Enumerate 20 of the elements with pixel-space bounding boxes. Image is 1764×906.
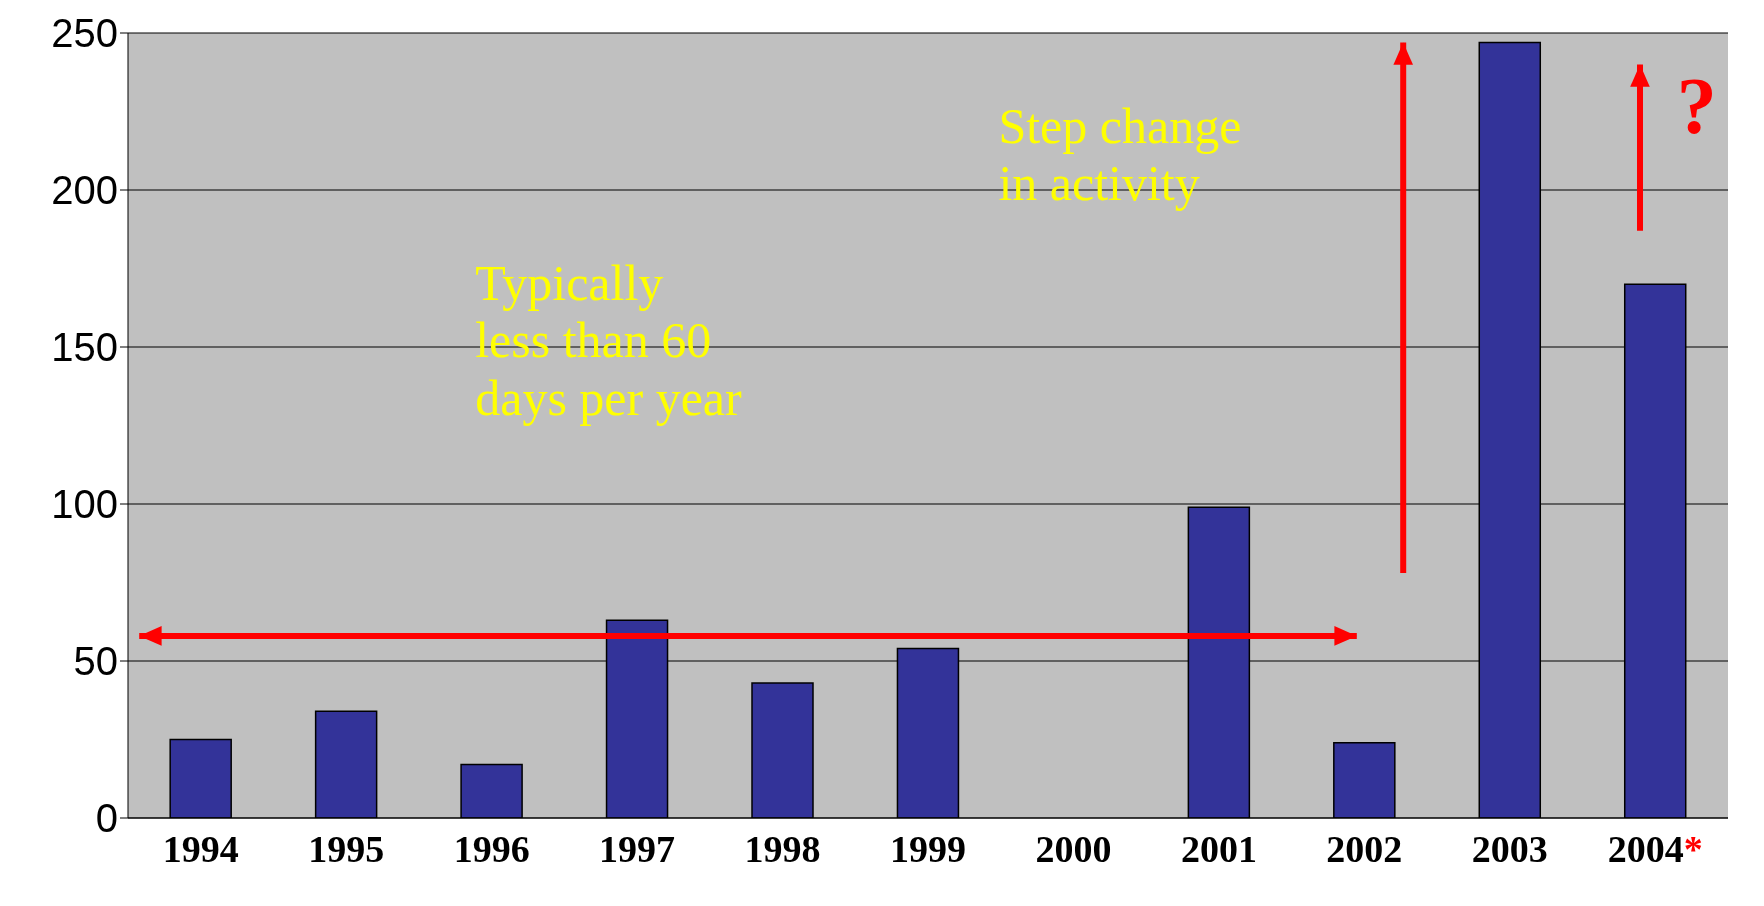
y-tick-label: 0 [95,796,118,841]
y-tick-label: 100 [51,482,118,527]
y-tick-label: 150 [51,325,118,370]
x-tick-label: 1995 [308,828,385,870]
annotation: ? [1676,62,1717,151]
x-tick-label: 2001 [1180,828,1257,870]
annotation: Typically less than 60 days per year [475,254,743,426]
x-tick-label: 1998 [744,828,821,870]
x-tick-label: 1997 [599,828,676,870]
x-tick-label: 2004* [1607,828,1703,870]
y-tick-label: 250 [51,11,118,56]
y-tick-label: 50 [73,639,118,684]
x-tick-label: 1994 [162,828,239,870]
annotation: Step change in activity [998,97,1242,212]
x-tick-label: 2000 [1035,828,1112,870]
y-tick-label: 200 [51,168,118,213]
x-tick-label: 2003 [1471,828,1548,870]
x-tick-label: 1996 [453,828,530,870]
x-tick-label: 2002 [1326,828,1403,870]
x-tick-label: 1999 [890,828,966,870]
